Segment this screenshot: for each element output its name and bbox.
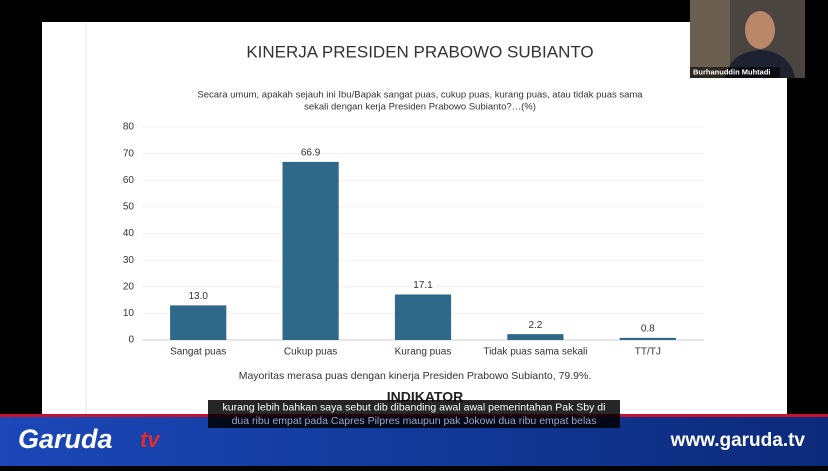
y-tick-label: 0 [128,335,134,346]
caption-box [208,400,620,428]
speaker-name: Burhanuddin Muhtadi [693,67,771,76]
webcam-bg [690,0,730,78]
bar [282,161,339,340]
x-tick-label: Cukup puas [284,347,337,358]
y-tick-label: 80 [123,122,135,133]
slide [42,22,787,414]
name-tag-bg [690,67,780,78]
channel-logo: Garuda [18,424,113,454]
bar [507,334,564,340]
y-tick-label: 10 [123,308,135,319]
chart-title: KINERJA PRESIDEN PRABOWO SUBIANTO [246,42,593,61]
value-label: 2.2 [528,320,542,331]
chart-subtitle: sekali dengan kerja Presiden Prabowo Sub… [304,102,536,113]
webcam-face [745,11,775,49]
x-tick-label: Tidak puas sama sekali [483,347,587,358]
x-tick-label: Kurang puas [395,347,452,358]
caption: dua ribu empat pada Capres Pilpres maupu… [232,415,597,427]
y-tick-label: 20 [123,281,135,292]
chart-subtitle: Secara umum, apakah sejauh ini Ibu/Bapak… [197,90,643,101]
x-tick-label: Sangat puas [170,347,226,358]
bar [170,305,227,340]
y-tick-label: 50 [123,202,135,213]
bar [394,294,452,340]
annotation: Mayoritas merasa puas dengan kinerja Pre… [239,370,592,382]
value-label: 13.0 [188,291,208,302]
value-label: 66.9 [301,148,321,159]
value-label: 0.8 [641,324,655,335]
caption: kurang lebih bahkan saya sebut dib diban… [223,401,606,413]
channel-logo-tv: tv [140,427,161,452]
y-tick-label: 60 [123,175,135,186]
y-tick-label: 30 [123,255,135,266]
y-tick-label: 40 [123,228,135,239]
bar [619,337,676,340]
plot: 0 10 20 30 40 50 60 70 80 Sangat puas 13.0 Cukup pu… [123,122,704,358]
y-tick-label: 70 [123,148,135,159]
value-label: 17.1 [413,280,433,291]
x-tick-label: TT/TJ [635,347,661,358]
website: www.garuda.tv [670,430,806,451]
